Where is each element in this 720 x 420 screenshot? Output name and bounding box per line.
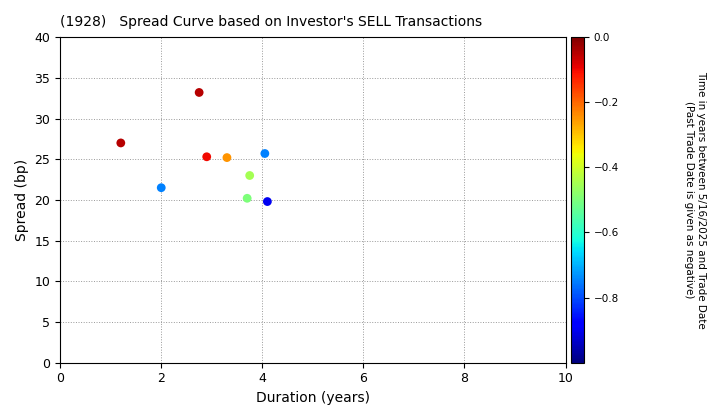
- Point: [261, 198, 273, 205]
- Point: [156, 184, 167, 191]
- Point: [201, 153, 212, 160]
- Point: [241, 195, 253, 202]
- Y-axis label: Spread (bp): Spread (bp): [15, 159, 29, 241]
- Y-axis label: Time in years between 5/16/2025 and Trade Date
(Past Trade Date is given as nega: Time in years between 5/16/2025 and Trad…: [685, 71, 706, 329]
- Point: [244, 172, 256, 179]
- Point: [194, 89, 205, 96]
- X-axis label: Duration (years): Duration (years): [256, 391, 370, 405]
- Point: [259, 150, 271, 157]
- Text: (1928)   Spread Curve based on Investor's SELL Transactions: (1928) Spread Curve based on Investor's …: [60, 15, 482, 29]
- Point: [221, 154, 233, 161]
- Point: [115, 139, 127, 146]
